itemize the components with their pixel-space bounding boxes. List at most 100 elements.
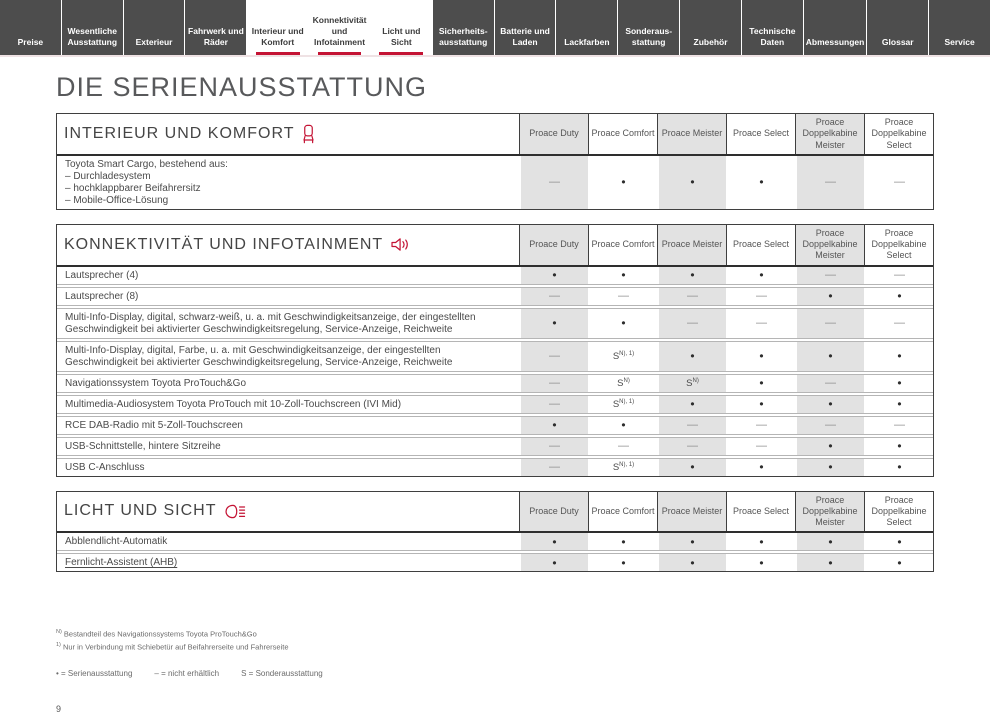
footnote: 1) Nur in Verbindung mit Schiebetür auf … <box>56 641 289 652</box>
availability-cell: — <box>657 437 726 455</box>
nav-tab-wesentliche-ausstattung[interactable]: Wesentliche Ausstattung <box>61 0 123 55</box>
column-header-proace-select: Proace Select <box>726 224 795 265</box>
availability-cell: — <box>795 308 864 338</box>
not-available-dash-mark: — <box>549 439 560 452</box>
feature-name: RCE DAB-Radio mit 5-Zoll-Touchscreen <box>65 419 243 431</box>
optional-s-mark: SN), 1) <box>612 461 635 473</box>
feature-name: Lautsprecher (8) <box>65 290 139 302</box>
page-title: DIE SERIENAUSSTATTUNG <box>56 72 428 102</box>
section-title: LICHT UND SICHT <box>64 502 217 520</box>
legend-item: S = Sonderausstattung <box>241 669 323 679</box>
availability-cell: • <box>726 395 795 413</box>
availability-cell: • <box>519 416 588 434</box>
nav-tab-service[interactable]: Service <box>929 0 990 55</box>
column-header-proace-meister: Proace Meister <box>657 491 726 532</box>
not-available-dash-mark: — <box>549 376 560 389</box>
table-row: USB C-Anschluss — SN), 1) • • • • <box>57 457 933 476</box>
nav-tab-label: Licht und Sicht <box>382 25 421 47</box>
standard-dot-mark: • <box>552 268 557 282</box>
column-header-proace-select: Proace Select <box>726 114 795 154</box>
standard-dot-mark: • <box>897 460 902 474</box>
standard-dot-mark: • <box>828 349 833 363</box>
not-available-dash-mark: — <box>756 439 767 452</box>
availability-cell: • <box>864 458 933 476</box>
not-available-dash-mark: — <box>687 439 698 452</box>
availability-cell: — <box>519 374 588 392</box>
availability-cell: — <box>795 155 864 209</box>
nav-tab-licht-und-sicht[interactable]: Licht und Sicht <box>370 0 432 55</box>
availability-cell: — <box>795 374 864 392</box>
nav-tab-interieur-und-komfort[interactable]: Interieur und Komfort <box>247 0 309 55</box>
availability-cell: • <box>795 533 864 551</box>
availability-cell: — <box>657 287 726 305</box>
nav-tab-zubehoer[interactable]: Zubehör <box>680 0 741 55</box>
availability-cell: SN), 1) <box>588 395 657 413</box>
standard-dot-mark: • <box>828 439 833 453</box>
nav-tab-exterieur[interactable]: Exterieur <box>123 0 185 55</box>
availability-cell: • <box>657 395 726 413</box>
not-available-dash-mark: — <box>756 289 767 302</box>
not-available-dash-mark: — <box>825 316 836 329</box>
standard-dot-mark: • <box>759 175 764 190</box>
standard-dot-mark: • <box>690 555 695 570</box>
standard-dot-mark: • <box>897 289 902 303</box>
table-row: Navigationssystem Toyota ProTouch&Go — SN)… <box>57 373 933 393</box>
nav-tab-glossar[interactable]: Glossar <box>867 0 929 55</box>
standard-dot-mark: • <box>828 397 833 411</box>
availability-cell: — <box>657 308 726 338</box>
availability-cell: • <box>795 341 864 371</box>
not-available-dash-mark: — <box>549 460 560 473</box>
not-available-dash-mark: — <box>825 418 836 431</box>
table-row: Fernlicht-Assistent (AHB) • • • • • • <box>57 553 933 572</box>
availability-cell: • <box>795 437 864 455</box>
nav-tab-batterie-und-laden[interactable]: Batterie und Laden <box>494 0 556 55</box>
column-header-proace-doppelkabine-meister: Proace Doppelkabine Meister <box>795 224 864 265</box>
availability-cell: — <box>864 155 933 209</box>
availability-cell: • <box>864 437 933 455</box>
feature-name: Lautsprecher (4) <box>65 269 139 281</box>
feature-name[interactable]: Fernlicht-Assistent (AHB) <box>65 557 178 569</box>
column-header-proace-meister: Proace Meister <box>657 114 726 154</box>
page-content: DIE SERIENAUSSTATTUNG INTERIEUR UND KOMF… <box>0 72 990 714</box>
availability-cell: — <box>519 458 588 476</box>
active-tab-underline <box>317 52 362 55</box>
standard-dot-mark: • <box>621 175 626 190</box>
nav-tab-abmessungen[interactable]: Abmessungen <box>803 0 867 55</box>
optional-s-mark: SN) <box>686 377 699 389</box>
nav-tab-fahrwerk-und-raeder[interactable]: Fahrwerk und Räder <box>185 0 247 55</box>
nav-tab-konnektivitaet-und-infotainment[interactable]: Konnektivität und Infotainment <box>309 0 370 55</box>
availability-cell: • <box>588 533 657 551</box>
not-available-dash-mark: — <box>549 175 560 188</box>
column-header-proace-doppelkabine-select: Proace Doppelkabine Select <box>864 224 933 265</box>
column-header-proace-doppelkabine-select: Proace Doppelkabine Select <box>864 114 933 154</box>
availability-cell: • <box>726 341 795 371</box>
nav-tab-lackfarben[interactable]: Lackfarben <box>556 0 618 55</box>
headlight-icon <box>224 503 247 520</box>
nav-tab-preise[interactable]: Preise <box>0 0 61 55</box>
table-row: Multimedia-Audiosystem Toyota ProTouch m… <box>57 394 933 414</box>
section-header: INTERIEUR UND KOMFORT <box>57 114 519 154</box>
not-available-dash-mark: — <box>618 289 629 302</box>
column-header-proace-comfort: Proace Comfort <box>588 114 657 154</box>
availability-cell: • <box>864 533 933 551</box>
nav-tab-technische-daten[interactable]: Technische Daten <box>741 0 803 55</box>
seat-icon <box>301 124 316 144</box>
availability-cell: • <box>864 287 933 305</box>
table-row: Toyota Smart Cargo, bestehend aus: – Durc… <box>57 155 933 209</box>
standard-dot-mark: • <box>621 316 626 330</box>
nav-tab-label: Exterieur <box>135 36 173 47</box>
column-header-proace-duty: Proace Duty <box>519 224 588 265</box>
standard-dot-mark: • <box>759 397 764 411</box>
availability-cell: • <box>588 416 657 434</box>
availability-cell: — <box>519 341 588 371</box>
nav-tab-sonderaus-stattung[interactable]: Sonderaus-stattung <box>618 0 680 55</box>
not-available-dash-mark: — <box>687 316 698 329</box>
footnotes: N) Bestandteil des Navigationssystems To… <box>56 628 934 653</box>
availability-cell: • <box>519 266 588 284</box>
not-available-dash-mark: — <box>756 316 767 329</box>
availability-cell: • <box>795 395 864 413</box>
nav-tab-sicherheits-ausstattung[interactable]: Sicherheits-ausstattung <box>432 0 494 55</box>
availability-cell: • <box>864 341 933 371</box>
nav-tab-label: Lackfarben <box>564 36 610 47</box>
availability-cell: — <box>726 308 795 338</box>
